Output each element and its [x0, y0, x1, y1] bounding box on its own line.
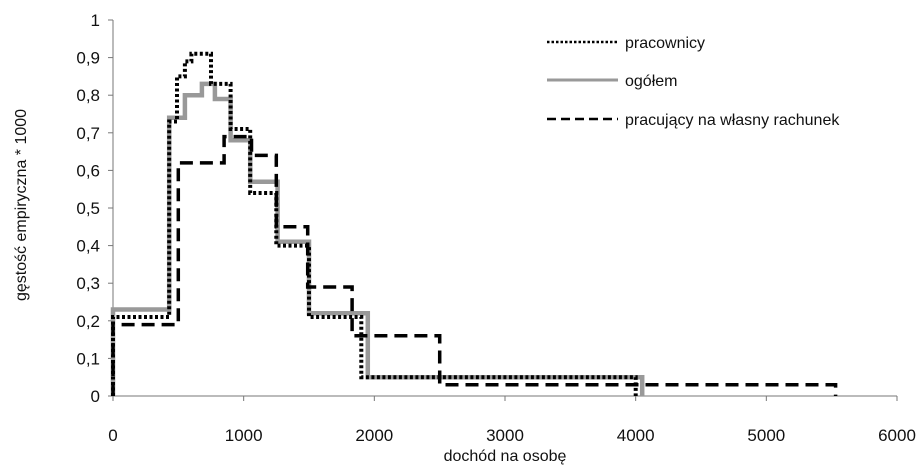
series-line-dashed: [111, 134, 838, 396]
x-tick-label: 3000: [486, 426, 524, 445]
x-tick-label: 0: [108, 426, 117, 445]
axes: [108, 19, 898, 401]
x-tick-label: 5000: [747, 426, 785, 445]
y-tick-labels: 0 0,1 0,2 0,3 0,4 0,5 0,6 0,7 0,8 0,9 1: [76, 11, 100, 406]
legend: pracownicy ogółem pracujący na własny ra…: [547, 35, 840, 129]
y-axis-title: gęstość empiryczna * 1000: [13, 109, 30, 301]
series-lines: [110, 51, 838, 396]
y-tick-label: 0,5: [76, 199, 100, 218]
y-tick-label: 0,2: [76, 312, 100, 331]
y-tick-label: 0: [91, 387, 100, 406]
x-tick-label: 1000: [225, 426, 263, 445]
y-tick-label: 0,1: [76, 349, 100, 368]
y-tick-label: 1: [91, 11, 100, 30]
x-tick-label: 2000: [355, 426, 393, 445]
x-tick-labels: 0 1000 2000 3000 4000 5000 6000: [108, 426, 916, 445]
y-tick-label: 0,4: [76, 237, 100, 256]
series-line-solid: [110, 81, 645, 396]
y-tick-label: 0,7: [76, 124, 100, 143]
x-tick-label: 4000: [617, 426, 655, 445]
legend-label-ogolem: ogółem: [625, 73, 677, 90]
y-tick-label: 0,6: [76, 161, 100, 180]
x-tick-label: 6000: [878, 426, 916, 445]
y-tick-label: 0,3: [76, 274, 100, 293]
x-axis-title: dochód na osobę: [444, 448, 567, 465]
legend-label-pracownicy: pracownicy: [625, 35, 705, 52]
legend-label-pracujacy: pracujący na własny rachunek: [625, 112, 840, 129]
series-line-dotted: [111, 51, 638, 396]
y-tick-label: 0,8: [76, 86, 100, 105]
y-tick-label: 0,9: [76, 49, 100, 68]
